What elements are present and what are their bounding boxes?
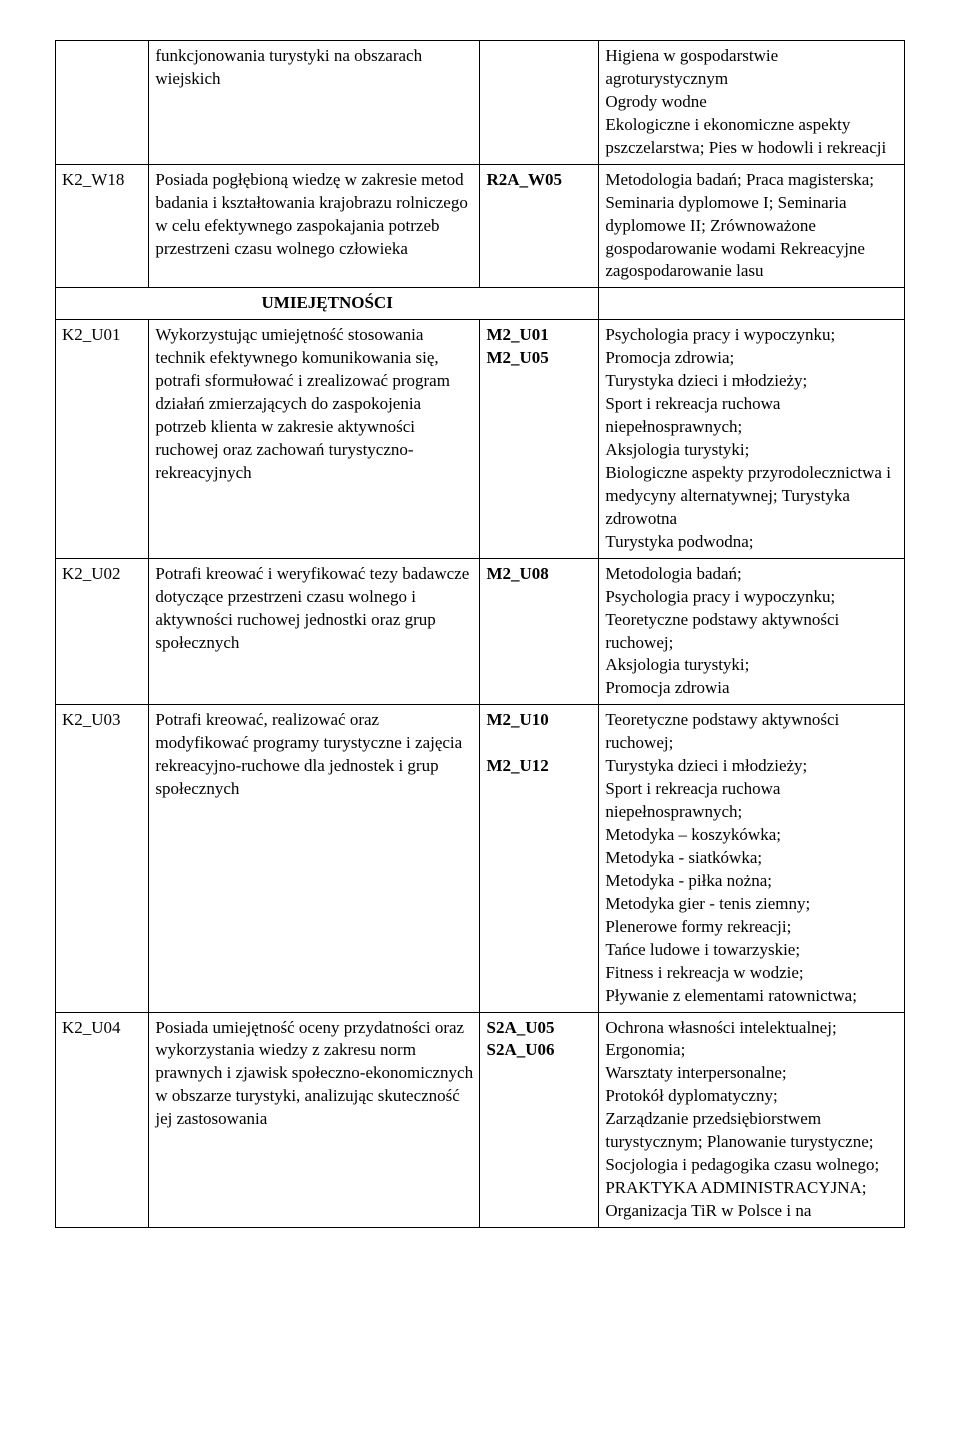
courses-cell: Metodologia badań; Psychologia pracy i w… xyxy=(599,558,905,705)
ref-cell: S2A_U05 S2A_U06 xyxy=(480,1012,599,1227)
desc-cell: Potrafi kreować i weryfikować tezy badaw… xyxy=(149,558,480,705)
code-cell xyxy=(56,41,149,165)
code-cell: K2_U03 xyxy=(56,705,149,1012)
table-row: K2_U04 Posiada umiejętność oceny przydat… xyxy=(56,1012,905,1227)
ref-cell: R2A_W05 xyxy=(480,164,599,288)
ref-cell: M2_U08 xyxy=(480,558,599,705)
code-cell: K2_U02 xyxy=(56,558,149,705)
courses-cell: Teoretyczne podstawy aktywności ruchowej… xyxy=(599,705,905,1012)
table-row: K2_U03 Potrafi kreować, realizować oraz … xyxy=(56,705,905,1012)
outcomes-table: funkcjonowania turystyki na obszarach wi… xyxy=(55,40,905,1228)
desc-cell: Posiada umiejętność oceny przydatności o… xyxy=(149,1012,480,1227)
table-row: K2_U01 Wykorzystując umiejętność stosowa… xyxy=(56,320,905,558)
desc-cell: Wykorzystując umiejętność stosowania tec… xyxy=(149,320,480,558)
empty-cell xyxy=(599,288,905,320)
ref-cell xyxy=(480,41,599,165)
courses-cell: Ochrona własności intelektualnej; Ergono… xyxy=(599,1012,905,1227)
desc-cell: Potrafi kreować, realizować oraz modyfik… xyxy=(149,705,480,1012)
section-header: UMIEJĘTNOŚCI xyxy=(56,288,599,320)
section-header-row: UMIEJĘTNOŚCI xyxy=(56,288,905,320)
code-cell: K2_U01 xyxy=(56,320,149,558)
desc-cell: Posiada pogłębioną wiedzę w zakresie met… xyxy=(149,164,480,288)
table-row: K2_U02 Potrafi kreować i weryfikować tez… xyxy=(56,558,905,705)
desc-cell: funkcjonowania turystyki na obszarach wi… xyxy=(149,41,480,165)
table-row: K2_W18 Posiada pogłębioną wiedzę w zakre… xyxy=(56,164,905,288)
code-cell: K2_W18 xyxy=(56,164,149,288)
ref-cell: M2_U10 M2_U12 xyxy=(480,705,599,1012)
courses-cell: Metodologia badań; Praca magisterska; Se… xyxy=(599,164,905,288)
ref-cell: M2_U01 M2_U05 xyxy=(480,320,599,558)
code-cell: K2_U04 xyxy=(56,1012,149,1227)
courses-cell: Psychologia pracy i wypoczynku; Promocja… xyxy=(599,320,905,558)
table-row: funkcjonowania turystyki na obszarach wi… xyxy=(56,41,905,165)
courses-cell: Higiena w gospodarstwie agroturystycznym… xyxy=(599,41,905,165)
